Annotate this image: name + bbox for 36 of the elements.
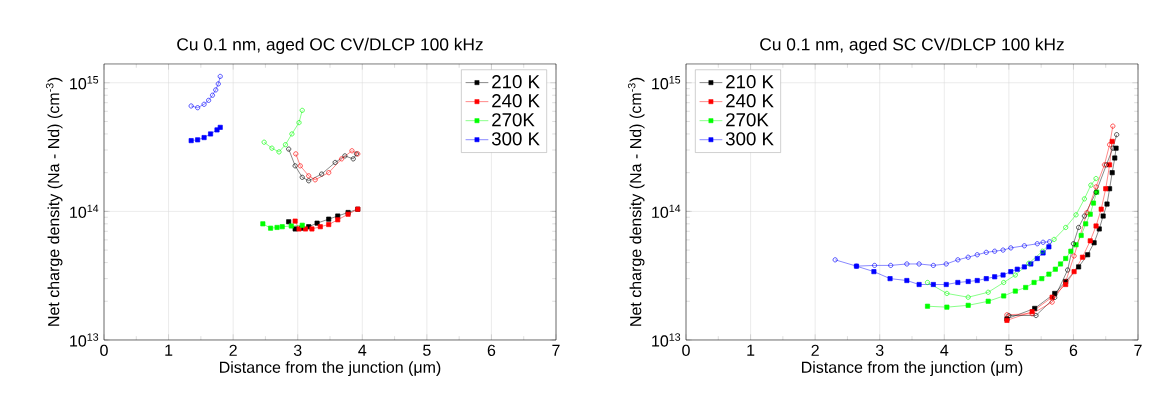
y-axis-title: Net charge density (Na - Nd) (cm$^{-3}$)	[45, 77, 63, 326]
legend-label: 270K	[492, 113, 535, 127]
y-tick-label: 10$^{14}$	[70, 204, 99, 219]
x-tick-label: 4	[358, 344, 367, 356]
y-tick-label: 10$^{13}$	[70, 333, 99, 347]
y-tick-label: 10$^{13}$	[652, 333, 681, 347]
x-tick-label: 5	[1005, 344, 1013, 356]
x-tick-label: 0	[100, 344, 108, 357]
legend-label: 210 K	[492, 75, 540, 89]
y-tick-label: 10$^{15}$	[70, 76, 99, 90]
legend-label: 300 K	[491, 132, 540, 146]
x-tick-label: 3	[875, 344, 884, 357]
x-tick-label: 5	[423, 344, 431, 356]
y-tick-label: 10$^{14}$	[652, 204, 681, 219]
x-tick-label: 6	[487, 344, 496, 357]
legend-label: 300 K	[725, 132, 774, 146]
legend-label: 210 K	[726, 75, 774, 89]
chart-title: Cu 0.1 nm, aged OC CV/DLCP 100 kHz	[177, 37, 483, 54]
legend-label: 270K	[726, 113, 769, 127]
y-tick-label: 10$^{15}$	[652, 76, 681, 90]
legend-label: 240 K	[726, 94, 774, 108]
legend-label: 240 K	[492, 94, 540, 108]
x-tick-label: 1	[165, 344, 173, 356]
x-tick-label: 3	[293, 344, 302, 357]
x-tick-label: 0	[682, 344, 690, 357]
x-tick-label: 6	[1069, 344, 1078, 357]
x-tick-label: 2	[229, 344, 237, 356]
x-tick-label: 2	[811, 344, 819, 356]
x-tick-label: 7	[552, 344, 560, 356]
x-axis-title: Distance from the junction (μm)	[802, 361, 1023, 377]
chart-title: Cu 0.1 nm, aged SC CV/DLCP 100 kHz	[760, 37, 1064, 54]
x-tick-label: 7	[1134, 344, 1142, 356]
x-tick-label: 4	[940, 344, 949, 356]
x-tick-label: 1	[747, 344, 755, 356]
x-axis-title: Distance from the junction (μm)	[220, 361, 441, 377]
y-axis-title: Net charge density (Na - Nd) (cm$^{-3}$)	[627, 77, 645, 326]
